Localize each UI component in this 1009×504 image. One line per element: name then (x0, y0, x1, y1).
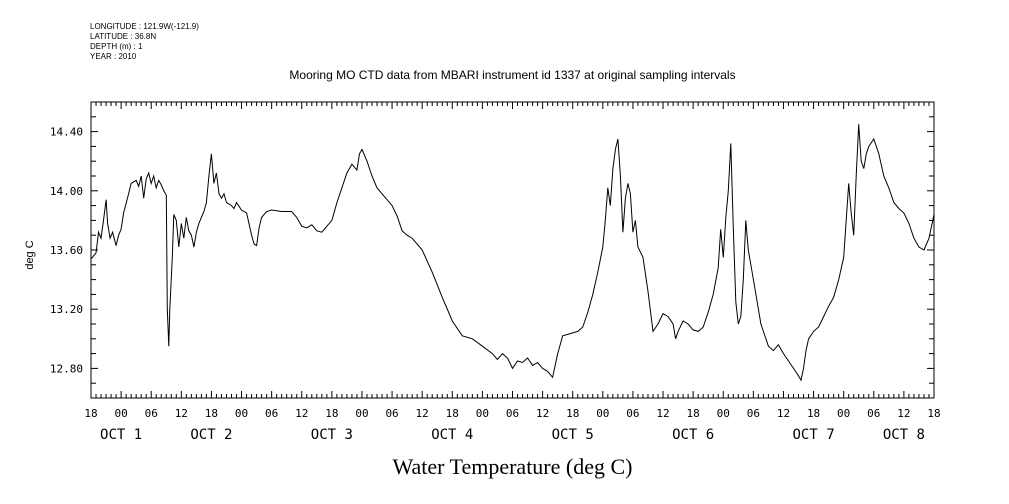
x-tick-label: 18 (807, 407, 820, 420)
x-tick-label: 06 (145, 407, 158, 420)
x-axis-label: Water Temperature (deg C) (392, 454, 633, 479)
x-tick-label: 06 (747, 407, 760, 420)
x-tick-label: 18 (205, 407, 218, 420)
x-tick-label: 12 (656, 407, 669, 420)
x-day-label: OCT 8 (883, 427, 925, 443)
x-tick-label: 12 (295, 407, 308, 420)
x-tick-label: 00 (235, 407, 248, 420)
x-tick-label: 18 (325, 407, 338, 420)
x-day-label: OCT 1 (100, 427, 142, 443)
x-tick-label: 06 (626, 407, 639, 420)
chart-title: Mooring MO CTD data from MBARI instrumen… (289, 68, 736, 82)
x-tick-label: 00 (596, 407, 609, 420)
x-day-label: OCT 3 (311, 427, 353, 443)
x-tick-label: 00 (717, 407, 730, 420)
depth-text: DEPTH (m) : 1 (90, 42, 143, 51)
x-day-label: OCT 5 (552, 427, 594, 443)
x-day-label: OCT 4 (431, 427, 473, 443)
series-line (90, 124, 935, 382)
x-tick-label: 06 (506, 407, 519, 420)
x-tick-label: 12 (175, 407, 188, 420)
x-tick-label: 18 (84, 407, 97, 420)
x-tick-label: 00 (837, 407, 850, 420)
plot-frame (90, 101, 935, 399)
latitude-text: LATITUDE : 36.8N (90, 32, 157, 41)
x-tick-label: 06 (385, 407, 398, 420)
x-day-label: OCT 6 (672, 427, 714, 443)
y-tick-label: 12.80 (50, 362, 83, 375)
x-tick-label: 12 (416, 407, 429, 420)
x-tick-label: 18 (566, 407, 579, 420)
x-tick-label: 18 (446, 407, 459, 420)
x-day-label: OCT 7 (792, 427, 834, 443)
x-tick-label: 18 (927, 407, 940, 420)
longitude-text: LONGITUDE : 121.9W(-121.9) (90, 22, 199, 31)
x-tick-label: 06 (265, 407, 278, 420)
x-tick-label: 12 (536, 407, 549, 420)
x-tick-label: 12 (897, 407, 910, 420)
y-tick-label: 14.40 (50, 126, 83, 139)
x-day-label: OCT 2 (190, 427, 232, 443)
x-tick-label: 00 (114, 407, 127, 420)
x-tick-label: 00 (476, 407, 489, 420)
x-tick-label: 12 (777, 407, 790, 420)
y-tick-label: 13.60 (50, 244, 83, 257)
metadata-block: LONGITUDE : 121.9W(-121.9) LATITUDE : 36… (90, 22, 199, 62)
y-tick-label: 13.20 (50, 303, 83, 316)
x-tick-label: 18 (687, 407, 700, 420)
x-tick-label: 00 (355, 407, 368, 420)
year-text: YEAR : 2010 (90, 52, 137, 61)
x-tick-label: 06 (867, 407, 880, 420)
y-tick-label: 14.00 (50, 185, 83, 198)
